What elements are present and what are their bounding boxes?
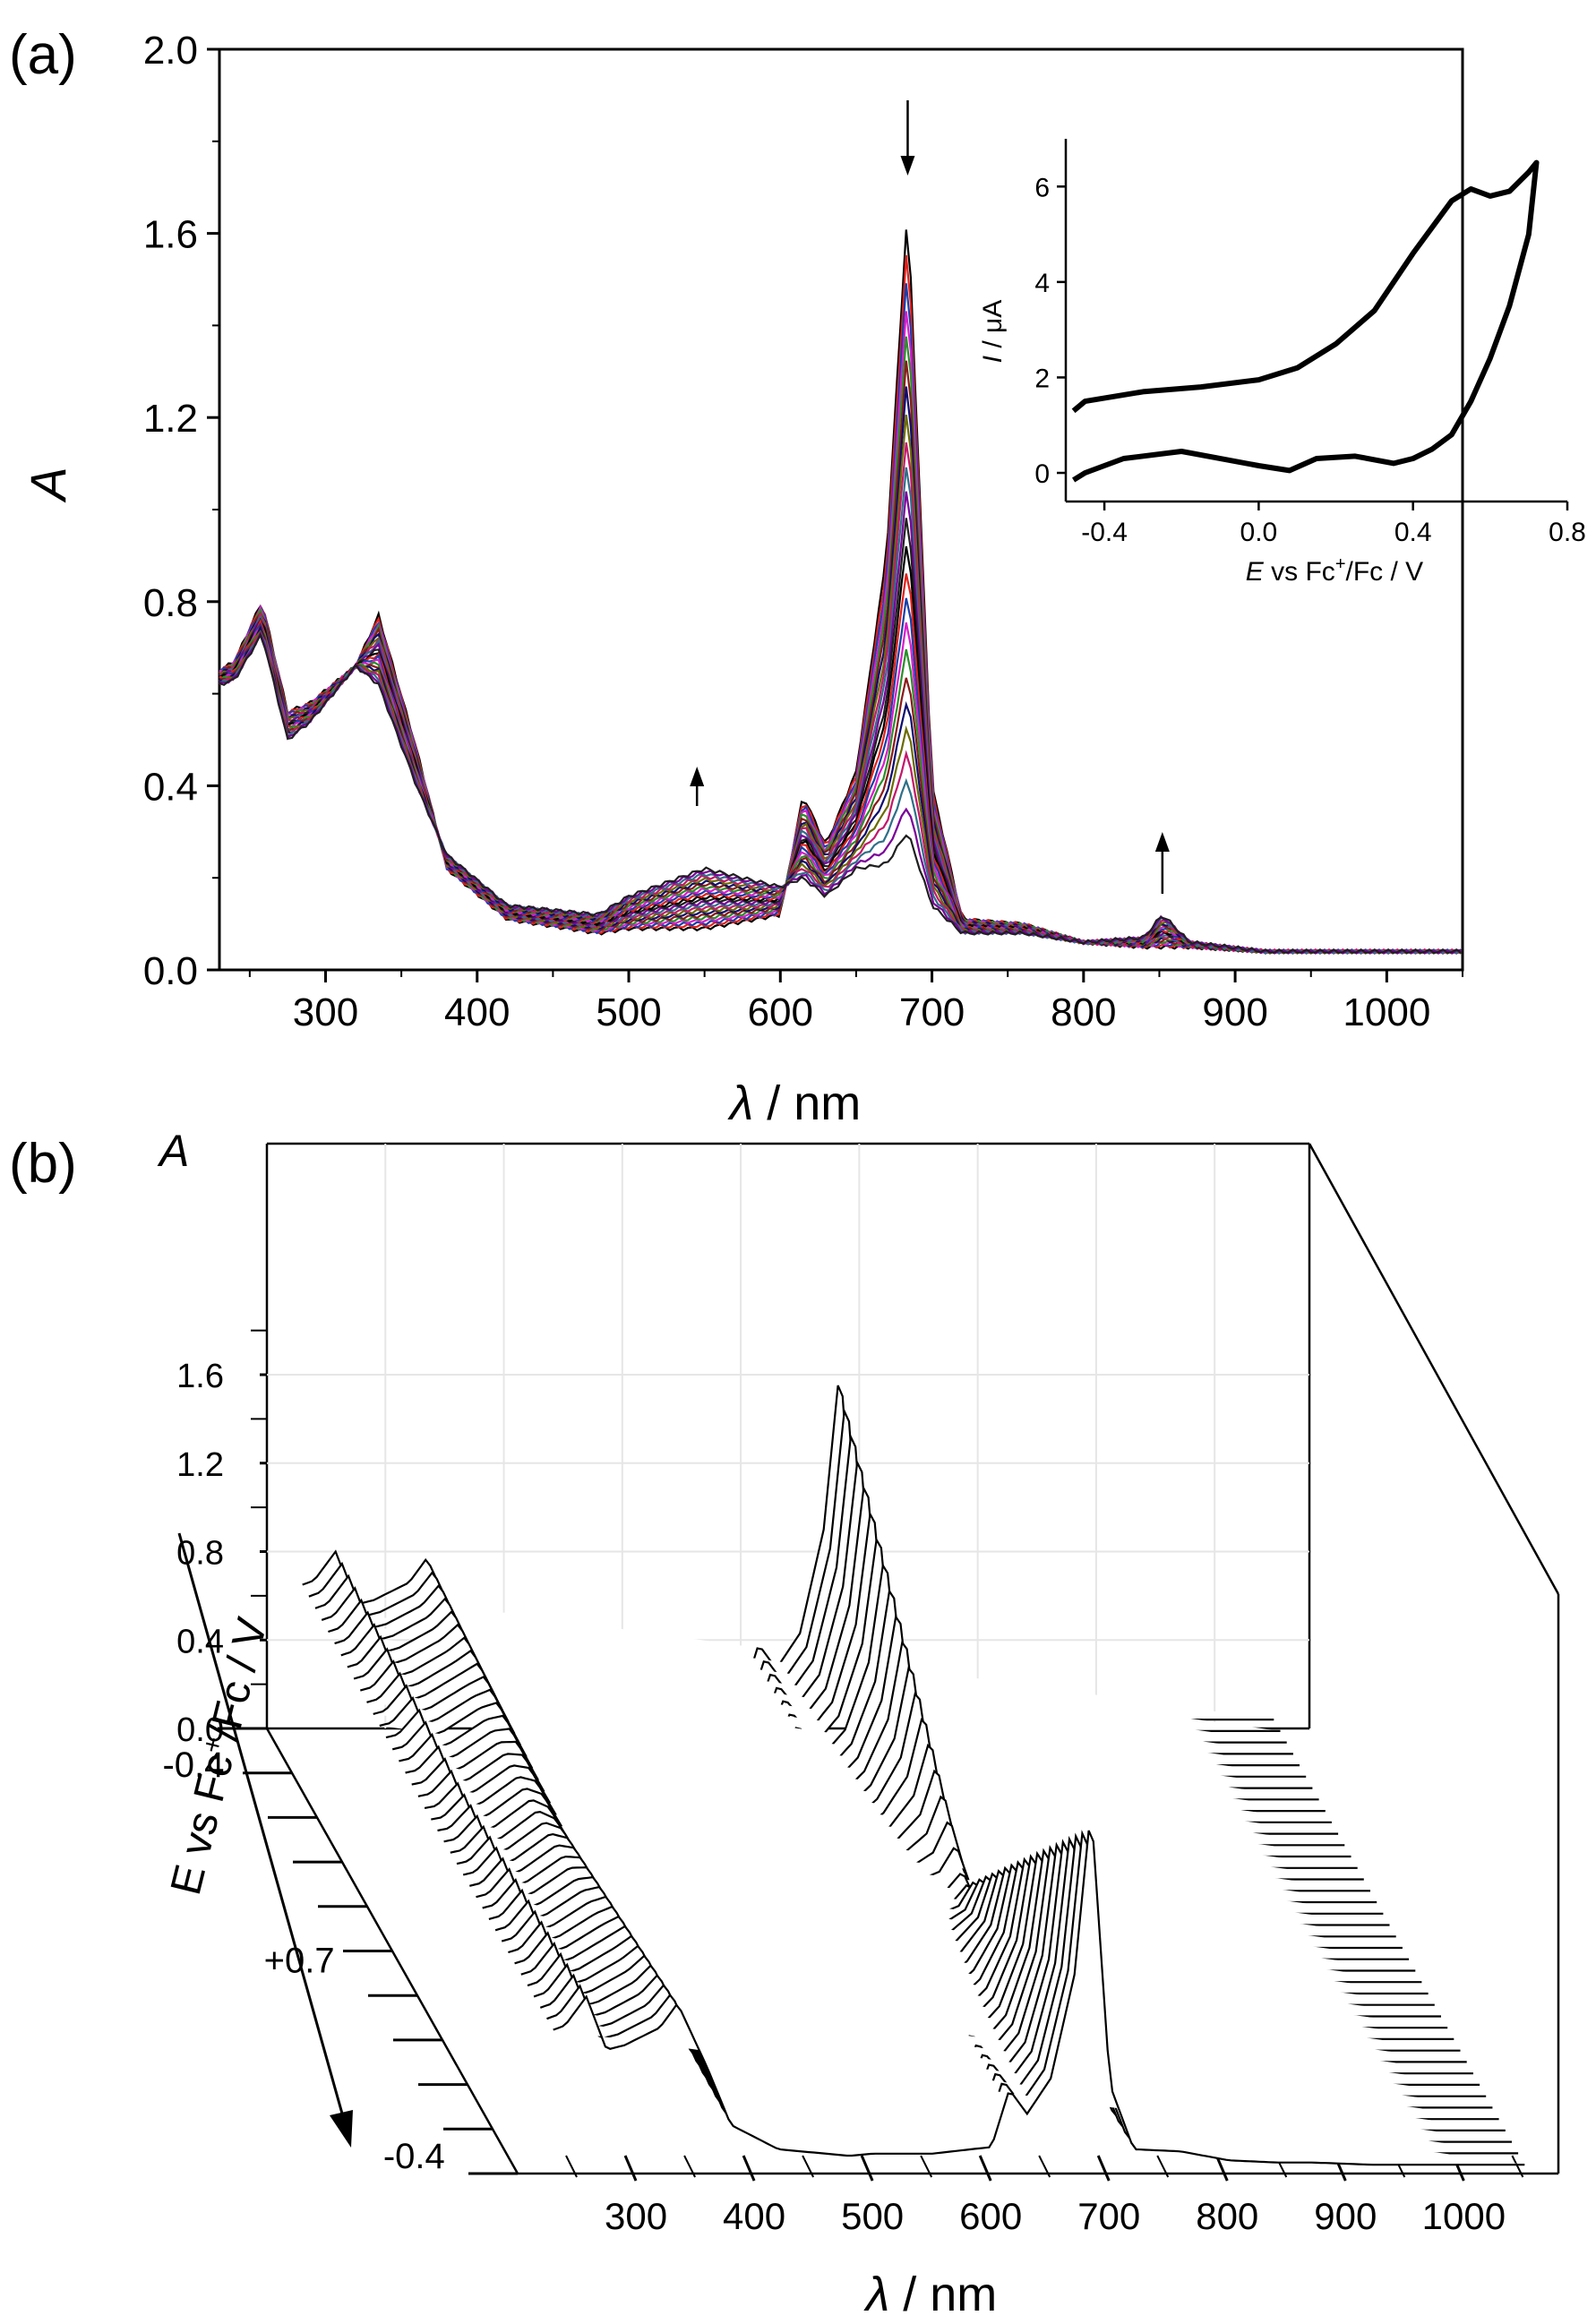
b-x-minor-tick [802, 2155, 815, 2178]
panel-b-potential-arrow [177, 1532, 353, 2148]
inset-y-tick-label: 6 [1034, 173, 1050, 202]
a-x-tick-label: 900 [1202, 990, 1267, 1034]
panel-a-label: (a) [9, 24, 77, 86]
inset-x-label: E vs Fc+/Fc / V [1246, 554, 1423, 587]
inset-y-tick-label: 0 [1034, 459, 1050, 489]
a-arrow-up-head [1154, 832, 1170, 852]
a-y-tick-label: 1.6 [143, 213, 198, 257]
panel-a-x-axis: 300 400 500 600 700 800 900 1000 [248, 970, 1463, 1034]
a-spectrum-series [219, 622, 1462, 955]
inset-cv-curve [1071, 159, 1540, 483]
panel-b-z-label: A [157, 1126, 189, 1176]
a-spectrum-series [219, 597, 1462, 955]
b-trace [553, 1830, 1525, 2166]
a-spectrum-series [219, 623, 1462, 955]
a-arrow-up-head [690, 767, 705, 786]
b-depth-tick-label: -0.4 [162, 1745, 224, 1785]
b-depth-tick-label: -0.4 [383, 2137, 445, 2176]
b-x-tick [860, 2155, 874, 2182]
a-y-tick-label: 1.2 [143, 397, 198, 441]
b-x-minor-tick [1038, 2155, 1051, 2178]
inset-y-axis: 0 2 4 6 [1034, 173, 1066, 489]
b-x-tick-label: 800 [1196, 2195, 1258, 2237]
b-z-tick-label: 1.2 [176, 1446, 224, 1484]
panel-b-wavelength-axis: 300 400 500 600 700 800 900 1000 [565, 2155, 1524, 2237]
a-y-tick-label: 0.8 [143, 581, 198, 625]
a-spectrum-series [219, 573, 1462, 955]
inset-cv-plot: 0 2 4 6 -0.4 0.0 0.4 0.8 I / μA E vs Fc+/Fc / … [978, 139, 1586, 587]
panel-b-label: (b) [9, 1133, 77, 1195]
panel-a-x-label: λ / nm [727, 1076, 862, 1130]
a-spectrum-series [219, 632, 1462, 955]
panel-a-annotations [690, 100, 1170, 894]
inset-x-tick-label: 0.4 [1394, 518, 1432, 547]
b-x-tick [978, 2155, 992, 2182]
inset-x-tick-label: -0.4 [1081, 518, 1128, 547]
b-x-tick [1214, 2155, 1229, 2182]
potential-arrow-shaft [177, 1532, 344, 2114]
b-x-minor-tick [1511, 2155, 1524, 2178]
inset-x-tick-label: 0.8 [1549, 518, 1586, 547]
b-x-minor-tick [1156, 2155, 1170, 2178]
panel-b-absorbance-axis: 0.00.40.81.21.6 [176, 1329, 267, 1749]
b-x-tick [623, 2155, 638, 2182]
b-x-tick-label: 300 [605, 2195, 667, 2237]
a-spectrum-series [219, 631, 1462, 955]
b-z-tick-label: 0.0 [176, 1711, 224, 1749]
a-spectrum-series [219, 632, 1462, 955]
a-x-tick-label: 300 [293, 990, 358, 1034]
inset-x-tick-label: 0.0 [1240, 518, 1278, 547]
panel-b-waterfall-traces [302, 1385, 1525, 2166]
a-y-tick-label: 0.4 [143, 765, 198, 809]
panel-b-potential-axis: -0.4+0.7-0.4 [162, 1727, 518, 2176]
right-wall-top [1308, 1143, 1560, 1595]
a-y-tick-label: 2.0 [143, 29, 198, 73]
b-x-tick-label: 400 [723, 2195, 785, 2237]
b-x-minor-tick [683, 2155, 696, 2178]
b-z-tick-label: 1.6 [176, 1358, 224, 1395]
a-spectrum-series [219, 625, 1462, 955]
a-x-tick-label: 500 [596, 990, 661, 1034]
a-x-tick-label: 800 [1051, 990, 1116, 1034]
b-x-tick-label: 1000 [1422, 2195, 1506, 2237]
b-x-minor-tick [565, 2155, 578, 2178]
b-x-tick-label: 900 [1314, 2195, 1377, 2237]
a-x-tick-label: 1000 [1343, 990, 1430, 1034]
a-x-tick-label: 700 [899, 990, 965, 1034]
a-x-tick-label: 400 [444, 990, 510, 1034]
b-x-tick-label: 700 [1077, 2195, 1140, 2237]
b-x-tick-label: 600 [959, 2195, 1022, 2237]
inset-y-tick-label: 4 [1034, 269, 1050, 298]
a-spectrum-series [219, 630, 1462, 955]
potential-arrow-head [330, 2110, 353, 2148]
a-y-tick-label: 0.0 [143, 949, 198, 993]
b-x-tick [742, 2155, 756, 2182]
a-arrow-down-head [900, 156, 915, 176]
inset-y-tick-label: 2 [1034, 364, 1050, 393]
panel-a-y-axis: 0.0 0.4 0.8 1.2 1.6 2.0 [143, 29, 219, 993]
panel-b-x-label: λ / nm [863, 2268, 998, 2321]
panel-a-y-label: A [20, 467, 76, 502]
a-spectrum-series [219, 630, 1462, 955]
b-x-minor-tick [920, 2155, 933, 2178]
panel-a-series [219, 229, 1462, 955]
b-x-tick [1096, 2155, 1111, 2182]
b-x-tick-label: 500 [841, 2195, 904, 2237]
inset-y-label: I / μA [978, 300, 1008, 364]
inset-x-axis: -0.4 0.0 0.4 0.8 [1081, 502, 1586, 547]
a-spectrum-series [219, 625, 1462, 954]
a-x-tick-label: 600 [748, 990, 813, 1034]
b-z-tick-label: 0.4 [176, 1623, 224, 1660]
